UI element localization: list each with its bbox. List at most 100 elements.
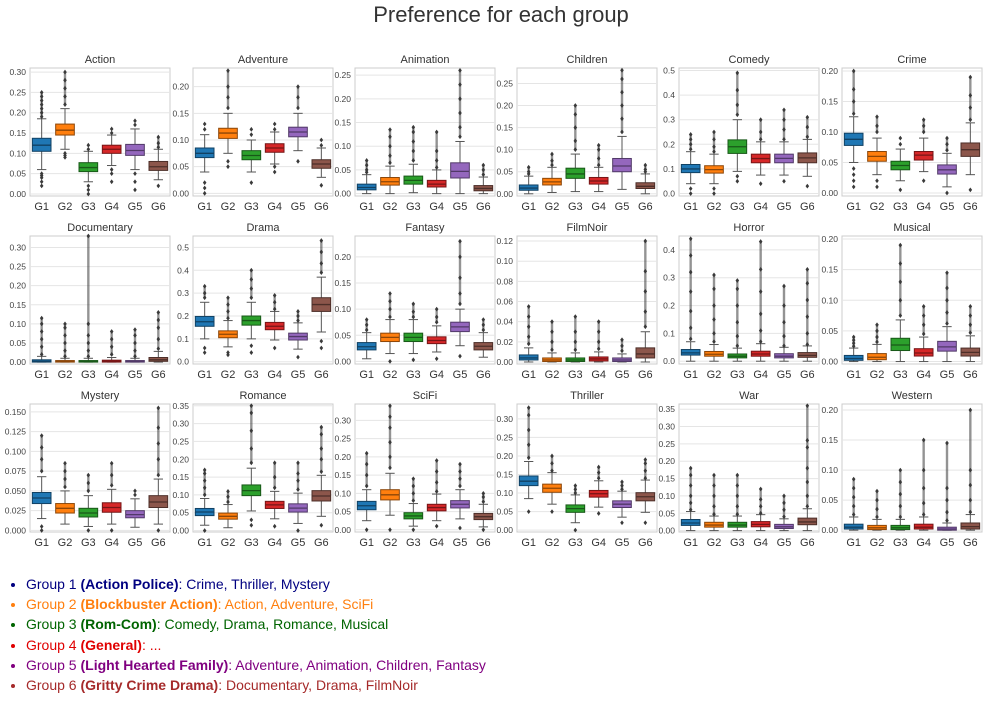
y-tick-label: 0.15 [821, 97, 838, 107]
y-tick-label: 0.1 [177, 334, 189, 344]
y-tick-label: 0.00 [172, 526, 189, 536]
plot-area [678, 235, 820, 365]
box-g1 [843, 68, 864, 190]
y-tick-label: 0.04 [496, 317, 513, 327]
outlier-point [202, 185, 207, 191]
outlier-point [458, 353, 462, 359]
legend-group-name: (Rom-Com) [80, 616, 157, 633]
box-g3 [241, 267, 262, 355]
x-tick-label: G6 [476, 537, 491, 549]
subplot-western: 0.00 0.05 0.10 0.15 0.20 Western G1 G2 G3 G4 G5 G6 [821, 390, 983, 549]
plot-area [192, 403, 334, 533]
y-tick-label: 0.25 [172, 436, 189, 446]
outlier-point [39, 528, 44, 533]
y-tick-label: 0.30 [658, 422, 675, 432]
x-tick-label: G5 [453, 537, 468, 549]
x-tick-label: G5 [128, 369, 143, 381]
outlier-point [319, 338, 324, 344]
box-g6 [635, 162, 656, 195]
plot-area [354, 67, 496, 197]
y-tick-label: 0.05 [334, 330, 351, 340]
x-tick-label: G6 [476, 201, 491, 213]
x-tick-label: G1 [197, 537, 212, 549]
outlier-point [272, 164, 277, 170]
y-tick-label: 0.20 [334, 452, 351, 462]
box-g1 [843, 334, 864, 363]
box-g5 [774, 283, 794, 362]
box-g2 [704, 472, 724, 532]
x-tick-label: G6 [151, 201, 166, 213]
x-tick-label: G6 [151, 537, 166, 549]
x-tick-label: G3 [893, 201, 908, 213]
subplot-title: Romance [239, 390, 286, 402]
y-tick-label: 0.10 [334, 488, 351, 498]
x-tick-label: G5 [291, 537, 306, 549]
outlier-point [202, 345, 207, 351]
subplot-action: 0.00 0.05 0.10 0.15 0.20 0.25 0.30 Action G1 G2 G3… [9, 54, 171, 213]
x-tick-label: G4 [591, 201, 606, 213]
box-g2 [218, 295, 238, 358]
box-body [612, 157, 632, 173]
x-tick-label: G2 [870, 201, 885, 213]
y-tick-label: 0.1 [663, 328, 675, 338]
outlier-point [688, 186, 693, 192]
y-tick-label: 0.25 [9, 262, 26, 272]
box-g5 [450, 461, 470, 531]
box-g5 [937, 440, 957, 531]
legend-group-genres: : Crime, Thriller, Mystery [178, 576, 330, 592]
y-tick-label: 0.12 [496, 236, 513, 246]
box-g6 [635, 238, 656, 363]
y-tick-label: 0.10 [172, 490, 189, 500]
outlier-point [411, 527, 416, 533]
legend-group-name: (General) [80, 636, 142, 653]
box-g5 [125, 327, 145, 363]
outlier-point [550, 509, 554, 514]
x-tick-label: G6 [314, 201, 329, 213]
y-tick-label: 0.05 [821, 157, 838, 167]
x-tick-label: G1 [521, 201, 536, 213]
outlier-point [851, 184, 856, 190]
box-g2 [542, 151, 562, 193]
box-g3 [890, 135, 911, 193]
y-tick-label: 0.20 [172, 454, 189, 464]
y-tick-label: 0.2 [177, 311, 189, 321]
box-g2 [218, 68, 238, 170]
box-g3 [403, 301, 424, 363]
x-tick-label: G3 [893, 369, 908, 381]
boxplot-grid: 0.00 0.05 0.10 0.15 0.20 0.25 0.30 Action G1 G2 G3… [5, 54, 983, 549]
subplot-fantasy: 0.00 0.05 0.10 0.15 0.20 Fantasy G1 G2 G3 G4 G5 G6 [334, 222, 496, 381]
x-tick-label: G1 [359, 369, 374, 381]
y-tick-label: 0.20 [334, 252, 351, 262]
legend-group-genres: : Comedy, Drama, Romance, Musical [156, 616, 389, 633]
x-tick-label: G5 [128, 201, 143, 213]
y-tick-label: 0.10 [334, 304, 351, 314]
y-tick-label: 0.0 [177, 357, 189, 367]
y-tick-label: 0.25 [334, 70, 351, 80]
outlier-point [758, 181, 763, 187]
plot-area [678, 403, 820, 533]
y-tick-label: 0.00 [9, 357, 26, 367]
box-g2 [55, 321, 75, 363]
y-tick-label: 0.15 [334, 118, 351, 128]
box-g3 [241, 126, 262, 186]
subplot-title: Fantasy [405, 222, 445, 234]
x-tick-label: G6 [963, 201, 978, 213]
outlier-point [875, 514, 879, 520]
outlier-point [851, 178, 856, 184]
y-tick-label: 0.00 [821, 357, 838, 367]
subplot-comedy: 0.0 0.1 0.2 0.3 0.4 0.5 Comedy G1 G2 G3 G4 G5 G6 [663, 54, 820, 213]
outlier-point [249, 522, 254, 528]
x-tick-label: G3 [406, 369, 421, 381]
box-g2 [218, 488, 238, 529]
box-g4 [750, 239, 771, 362]
box-g3 [241, 403, 262, 528]
legend-item-group-3: Group 3 (Rom-Com): Comedy, Drama, Romanc… [26, 614, 486, 634]
legend-group-genres: : Action, Adventure, SciFi [217, 596, 374, 613]
y-tick-label: 0.05 [9, 338, 26, 348]
y-tick-label: 0.10 [172, 135, 189, 145]
y-tick-label: 0.4 [663, 245, 675, 255]
x-tick-label: G5 [940, 537, 955, 549]
outlier-point [133, 122, 137, 128]
legend-group-name: (Action Police) [80, 576, 179, 592]
legend-group-label: Group 6 [26, 677, 81, 694]
